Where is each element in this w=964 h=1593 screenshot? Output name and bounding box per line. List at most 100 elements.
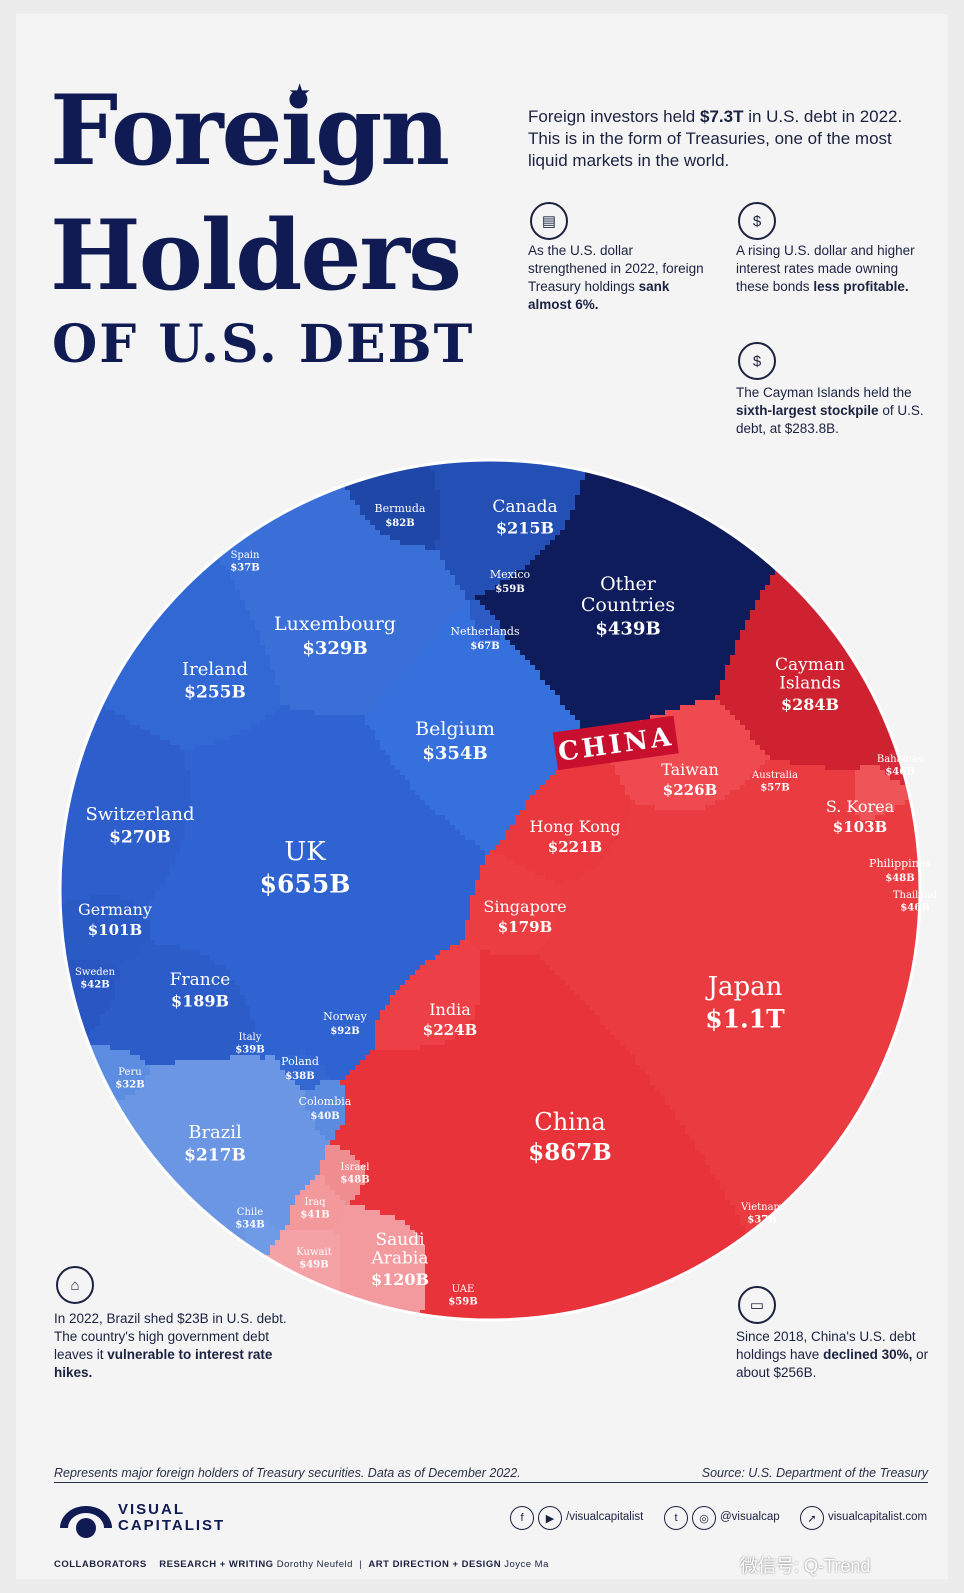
cell-luxembourg — [390, 540, 396, 546]
cell-luxembourg — [305, 590, 311, 596]
cell-other-countries — [550, 645, 556, 651]
cell-canada — [445, 540, 451, 546]
cell-canada — [575, 490, 581, 496]
cell-cayman-islands — [755, 630, 761, 636]
cell-ireland — [255, 650, 261, 656]
cell-canada — [475, 470, 481, 476]
cell-belgium — [490, 655, 496, 661]
cell-other-countries — [700, 535, 706, 541]
cell-luxembourg — [360, 565, 366, 571]
cell-other-countries — [685, 555, 691, 561]
cell-ireland — [195, 610, 201, 616]
cell-luxembourg — [330, 520, 336, 526]
cell-other-countries — [545, 650, 551, 656]
cell-belgium — [505, 670, 511, 676]
cell-luxembourg — [335, 600, 341, 606]
cell-other-countries — [605, 545, 611, 551]
cell-other-countries — [655, 505, 661, 511]
cell-other-countries — [555, 650, 561, 656]
cell-other-countries — [675, 540, 681, 546]
cell-canada — [485, 535, 491, 541]
cell-ireland — [250, 665, 256, 671]
cell-canada — [470, 595, 476, 601]
cell-belgium — [525, 660, 531, 666]
cell-luxembourg — [380, 645, 386, 651]
cell-belgium — [405, 680, 411, 686]
cell-other-countries — [705, 665, 711, 671]
cell-other-countries — [550, 620, 556, 626]
cell-other-countries — [750, 565, 756, 571]
cell-other-countries — [575, 565, 581, 571]
cell-cayman-islands — [765, 635, 771, 641]
cell-ireland — [150, 675, 156, 681]
cell-canada — [520, 470, 526, 476]
cell-luxembourg — [445, 600, 451, 606]
cell-canada — [535, 545, 541, 551]
cell-ireland — [170, 610, 176, 616]
cell-other-countries — [705, 600, 711, 606]
cell-other-countries — [750, 595, 756, 601]
cell-luxembourg — [300, 600, 306, 606]
cell-luxembourg — [425, 590, 431, 596]
cell-luxembourg — [325, 575, 331, 581]
cell-luxembourg — [415, 570, 421, 576]
cell-other-countries — [510, 615, 516, 621]
cell-ireland — [215, 630, 221, 636]
cell-other-countries — [585, 545, 591, 551]
cell-other-countries — [505, 605, 511, 611]
cell-bermuda — [415, 480, 421, 486]
cell-ireland — [205, 575, 211, 581]
cell-canada — [545, 480, 551, 486]
cell-other-countries — [595, 655, 601, 661]
cell-other-countries — [675, 605, 681, 611]
cell-ireland — [170, 625, 176, 631]
cell-other-countries — [630, 520, 636, 526]
cell-other-countries — [680, 640, 686, 646]
cell-luxembourg — [290, 590, 296, 596]
cell-luxembourg — [330, 525, 336, 531]
cell-luxembourg — [270, 530, 276, 536]
cell-belgium — [420, 665, 426, 671]
cell-belgium — [445, 640, 451, 646]
cell-other-countries — [695, 530, 701, 536]
cell-bermuda — [415, 485, 421, 491]
cell-belgium — [425, 665, 431, 671]
cell-canada — [440, 475, 446, 481]
cell-ireland — [205, 580, 211, 586]
cell-other-countries — [705, 585, 711, 591]
cell-other-countries — [600, 495, 606, 501]
cell-other-countries — [680, 580, 686, 586]
cell-canada — [455, 495, 461, 501]
cell-canada — [505, 475, 511, 481]
cell-other-countries — [560, 535, 566, 541]
cell-other-countries — [705, 655, 711, 661]
cell-ireland — [190, 640, 196, 646]
cell-cayman-islands — [755, 645, 761, 651]
cell-cayman-islands — [780, 610, 786, 616]
cell-luxembourg — [370, 605, 376, 611]
cell-luxembourg — [405, 575, 411, 581]
cell-other-countries — [535, 645, 541, 651]
cell-luxembourg — [380, 675, 386, 681]
cell-luxembourg — [405, 560, 411, 566]
cell-luxembourg — [280, 555, 286, 561]
cell-other-countries — [620, 555, 626, 561]
cell-canada — [445, 470, 451, 476]
cell-cayman-islands — [745, 675, 751, 681]
cell-other-countries — [545, 660, 551, 666]
cell-other-countries — [605, 485, 611, 491]
cell-other-countries — [550, 540, 556, 546]
cell-canada — [560, 505, 566, 511]
cell-luxembourg — [365, 560, 371, 566]
cell-luxembourg — [355, 600, 361, 606]
cell-bermuda — [430, 525, 436, 531]
cell-canada — [490, 520, 496, 526]
cell-luxembourg — [320, 675, 326, 681]
cell-canada — [525, 560, 531, 566]
cell-other-countries — [675, 640, 681, 646]
cell-other-countries — [600, 565, 606, 571]
cell-ireland — [245, 645, 251, 651]
cell-other-countries — [670, 555, 676, 561]
cell-ireland — [265, 680, 271, 686]
cell-luxembourg — [380, 580, 386, 586]
